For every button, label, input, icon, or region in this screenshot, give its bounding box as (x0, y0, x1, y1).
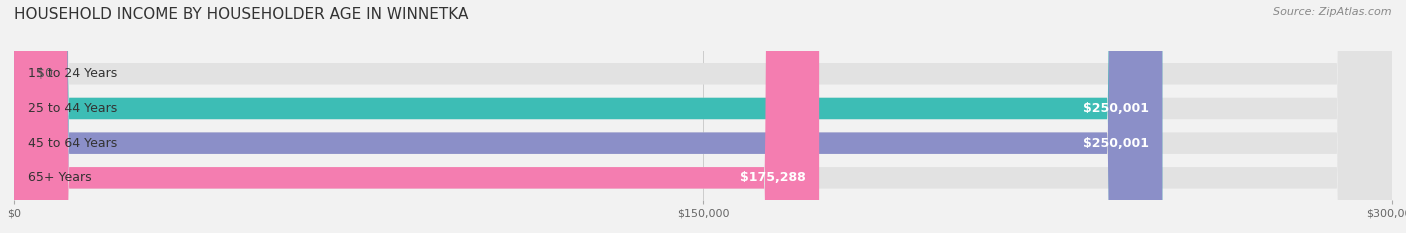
FancyBboxPatch shape (14, 0, 1392, 233)
Text: 15 to 24 Years: 15 to 24 Years (28, 67, 117, 80)
FancyBboxPatch shape (14, 0, 820, 233)
Text: 45 to 64 Years: 45 to 64 Years (28, 137, 117, 150)
FancyBboxPatch shape (14, 0, 1163, 233)
Text: $250,001: $250,001 (1083, 102, 1149, 115)
Text: 65+ Years: 65+ Years (28, 171, 91, 184)
Text: $175,288: $175,288 (740, 171, 806, 184)
Text: $250,001: $250,001 (1083, 137, 1149, 150)
Text: HOUSEHOLD INCOME BY HOUSEHOLDER AGE IN WINNETKA: HOUSEHOLD INCOME BY HOUSEHOLDER AGE IN W… (14, 7, 468, 22)
Text: $0: $0 (37, 67, 53, 80)
FancyBboxPatch shape (14, 0, 1392, 233)
Text: Source: ZipAtlas.com: Source: ZipAtlas.com (1274, 7, 1392, 17)
Text: 25 to 44 Years: 25 to 44 Years (28, 102, 117, 115)
FancyBboxPatch shape (14, 0, 1392, 233)
FancyBboxPatch shape (14, 0, 1163, 233)
FancyBboxPatch shape (14, 0, 1392, 233)
